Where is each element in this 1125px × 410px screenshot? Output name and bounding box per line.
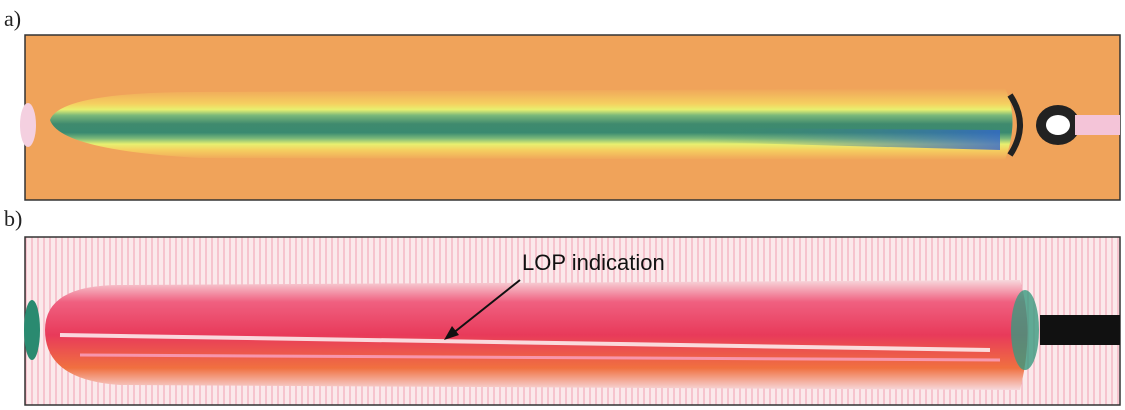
- annotation: LOP indication: [522, 250, 665, 275]
- panel-a-image: [20, 35, 1120, 200]
- panel-label: b): [4, 206, 22, 231]
- figure: a) b) LOP indication: [0, 0, 1125, 410]
- panel-label: a): [4, 6, 21, 31]
